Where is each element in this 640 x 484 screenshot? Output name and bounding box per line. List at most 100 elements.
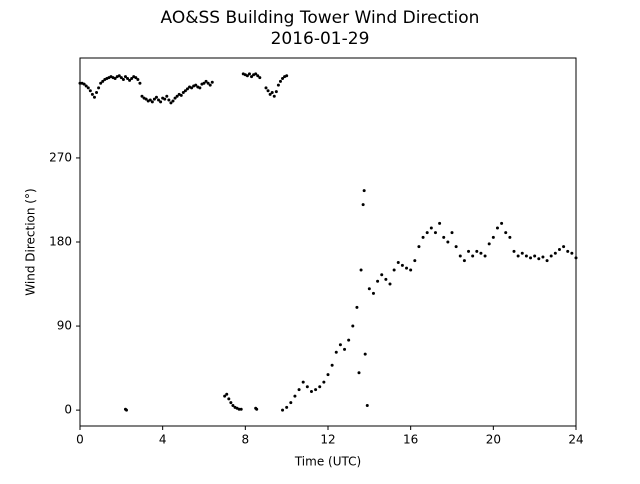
point	[99, 81, 103, 85]
point	[318, 385, 322, 389]
x-tick-label: 0	[76, 433, 84, 447]
point	[169, 101, 173, 105]
point	[278, 79, 282, 83]
point	[330, 363, 334, 367]
point	[343, 347, 347, 351]
point	[562, 245, 566, 249]
point	[458, 254, 462, 258]
point	[210, 80, 214, 84]
point	[225, 392, 229, 396]
point	[425, 231, 429, 235]
point	[388, 282, 392, 286]
chart-subtitle: 2016-01-29	[271, 29, 370, 49]
point	[281, 408, 285, 412]
point	[363, 352, 367, 356]
point	[268, 92, 272, 96]
point	[185, 87, 189, 91]
x-tick-label: 4	[159, 433, 167, 447]
point	[138, 81, 142, 85]
point	[140, 94, 144, 98]
point	[504, 231, 508, 235]
point	[227, 397, 231, 401]
point	[297, 388, 301, 392]
point	[396, 261, 400, 265]
point	[128, 78, 132, 82]
point	[438, 221, 442, 225]
point	[553, 251, 557, 255]
point	[152, 97, 156, 101]
point	[384, 277, 388, 281]
point	[144, 97, 148, 101]
point	[557, 247, 561, 251]
point	[520, 251, 524, 255]
y-tick-label: 270	[49, 150, 72, 164]
point	[95, 91, 99, 95]
point	[293, 394, 297, 398]
point	[500, 221, 504, 225]
point	[119, 76, 123, 80]
point	[541, 255, 545, 259]
point	[254, 72, 258, 76]
point	[276, 83, 280, 87]
x-tick-label: 20	[486, 433, 501, 447]
x-tick-label: 24	[568, 433, 583, 447]
point	[256, 74, 260, 78]
point	[86, 86, 90, 90]
point	[508, 235, 512, 239]
point	[371, 291, 375, 295]
point	[433, 231, 437, 235]
point	[409, 268, 413, 272]
point	[351, 324, 355, 328]
point	[101, 79, 105, 83]
point	[204, 79, 208, 83]
point	[272, 94, 276, 98]
point	[421, 235, 425, 239]
point	[357, 371, 361, 375]
point	[231, 403, 235, 407]
point	[491, 235, 495, 239]
point	[229, 401, 233, 405]
plot-frame	[79, 57, 577, 427]
point	[245, 74, 249, 78]
point	[413, 259, 417, 263]
point	[392, 268, 396, 272]
point	[130, 77, 134, 81]
point	[285, 74, 289, 78]
point	[134, 76, 138, 80]
point	[123, 75, 127, 79]
point	[175, 94, 179, 98]
point	[285, 405, 289, 409]
point	[301, 380, 305, 384]
x-tick-label: 12	[320, 433, 335, 447]
point	[305, 385, 309, 389]
point	[446, 240, 450, 244]
point	[322, 380, 326, 384]
point	[361, 203, 365, 207]
point	[549, 254, 553, 258]
point	[165, 94, 169, 98]
point	[380, 273, 384, 277]
point	[136, 77, 140, 81]
y-tick-label: 180	[49, 235, 72, 249]
point	[194, 83, 198, 87]
point	[121, 77, 125, 81]
point	[163, 97, 167, 101]
y-axis-label: Wind Direction (°)	[24, 188, 38, 295]
point	[281, 77, 285, 81]
point	[545, 259, 549, 263]
point	[483, 254, 487, 258]
point	[359, 268, 363, 272]
point	[347, 338, 351, 342]
point	[462, 259, 466, 263]
point	[367, 287, 371, 291]
chart-title: AO&SS Building Tower Wind Direction	[161, 8, 480, 28]
point	[202, 81, 206, 85]
point	[570, 251, 574, 255]
point	[255, 407, 259, 411]
point	[355, 305, 359, 309]
point	[326, 373, 330, 377]
point	[450, 231, 454, 235]
point	[264, 86, 268, 90]
point	[566, 249, 570, 253]
